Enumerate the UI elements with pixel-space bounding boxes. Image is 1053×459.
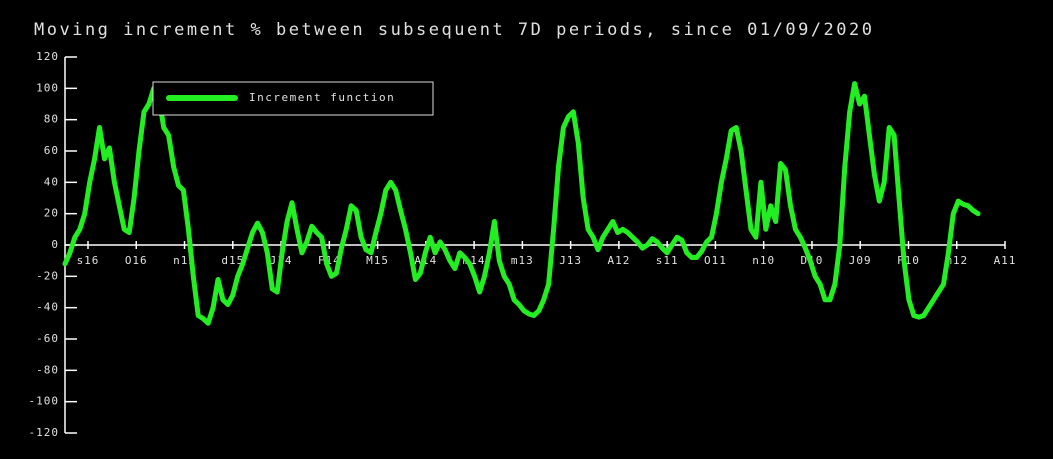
x-tick-label: J13 <box>559 254 582 267</box>
x-tick-label: A12 <box>607 254 630 267</box>
y-tick-label: 40 <box>44 175 59 188</box>
y-tick-label: -60 <box>36 332 59 345</box>
x-tick-label: F10 <box>897 254 920 267</box>
y-tick-label: -120 <box>29 426 60 439</box>
y-tick-label: 0 <box>51 238 59 251</box>
x-tick-label: m13 <box>511 254 534 267</box>
y-tick-label: 80 <box>44 113 59 126</box>
data-line <box>62 81 981 326</box>
x-tick-label: O16 <box>125 254 148 267</box>
x-tick-label: J09 <box>849 254 872 267</box>
x-tick-label: A11 <box>994 254 1017 267</box>
x-tick-label: n10 <box>752 254 775 267</box>
x-tick-label: O11 <box>704 254 727 267</box>
y-tick-label: 20 <box>44 207 59 220</box>
y-tick-label: -80 <box>36 363 59 376</box>
y-tick-label: -20 <box>36 269 59 282</box>
x-tick-label: M15 <box>366 254 389 267</box>
legend-label: Increment function <box>249 91 395 104</box>
y-tick-label: 100 <box>36 81 59 94</box>
x-tick-label: m12 <box>945 254 968 267</box>
y-tick-label: 60 <box>44 144 59 157</box>
y-tick-label: -100 <box>29 395 60 408</box>
y-tick-label: 120 <box>36 50 59 63</box>
chart-title: Moving increment % between subsequent 7D… <box>34 20 875 40</box>
y-tick-label: -40 <box>36 301 59 314</box>
x-tick-label: s11 <box>656 254 679 267</box>
x-tick-label: s16 <box>77 254 100 267</box>
x-tick-label: d15 <box>221 254 244 267</box>
